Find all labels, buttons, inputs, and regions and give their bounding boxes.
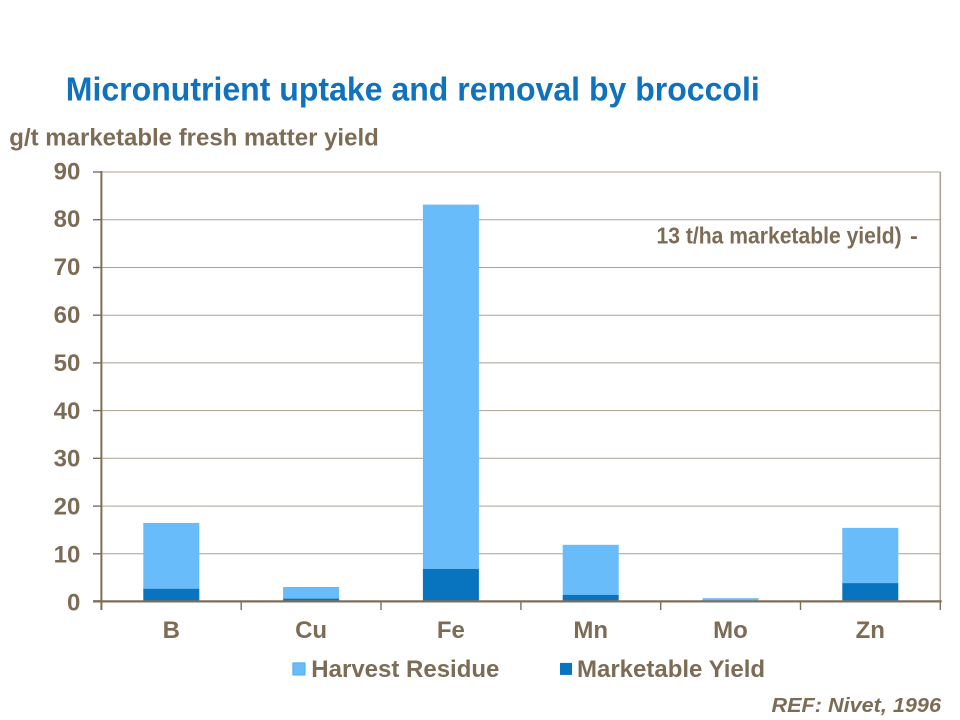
svg-text:60: 60 [54, 302, 81, 329]
svg-text:REF: Nivet, 1996: REF: Nivet, 1996 [772, 694, 942, 717]
svg-text:g/t marketable fresh matter yi: g/t marketable fresh matter yield [9, 125, 378, 152]
svg-text:90: 90 [54, 158, 81, 185]
svg-text:Harvest Residue: Harvest Residue [311, 656, 499, 683]
svg-text:Fe: Fe [437, 617, 465, 644]
svg-text:Micronutrient uptake and remov: Micronutrient uptake and removal by broc… [66, 71, 760, 109]
svg-text:Mo: Mo [713, 617, 748, 644]
svg-text:30: 30 [54, 446, 81, 473]
svg-text:Mn: Mn [573, 617, 608, 644]
svg-text:-: - [910, 223, 918, 249]
svg-text:Cu: Cu [295, 617, 327, 644]
svg-text:Marketable Yield: Marketable Yield [577, 656, 765, 683]
svg-text:50: 50 [54, 350, 81, 377]
svg-text:0: 0 [67, 589, 80, 616]
svg-text:B: B [163, 617, 180, 644]
svg-text:80: 80 [54, 206, 81, 233]
svg-text:20: 20 [54, 494, 81, 521]
svg-text:Zn: Zn [856, 617, 885, 644]
svg-text:13 t/ha marketable yield): 13 t/ha marketable yield) [657, 223, 902, 249]
svg-text:70: 70 [54, 254, 81, 281]
svg-text:10: 10 [54, 542, 81, 569]
svg-text:40: 40 [54, 398, 81, 425]
